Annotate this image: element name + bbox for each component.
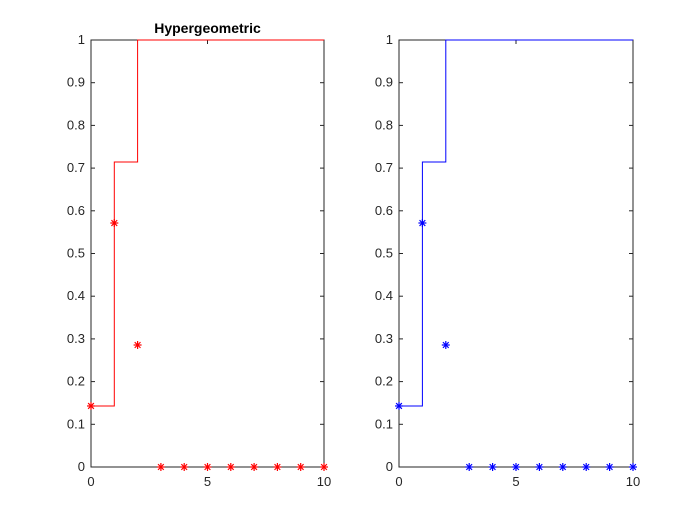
chart-title: Hypergeometric [154,20,261,36]
y-tick-label: 1 [78,32,85,47]
chart-panel-1: 00.10.20.30.40.50.60.70.80.910 5 10Hyperge… [67,20,331,489]
marker-stroke [274,463,281,471]
marker-stroke [559,463,567,471]
marker-stroke [465,463,473,471]
x-tick-label: 0 [395,474,402,489]
pmf-point-marker [226,463,235,471]
pmf-point-marker [582,463,591,471]
marker-stroke [442,341,450,349]
pmf-point-marker [418,219,427,228]
y-tick-label: 0.8 [375,117,393,132]
marker-stroke [536,463,543,471]
x-tick-label: 5 [204,474,211,489]
pmf-point-marker [296,463,305,471]
axes-box [398,39,634,468]
pmf-point-marker [605,463,614,471]
pmf-point-marker [133,341,142,350]
y-tick-label: 0.9 [67,75,85,90]
x-tick-label: 0 [87,474,94,489]
pmf-point-marker [465,463,474,471]
y-tick-label: 0.4 [67,288,85,303]
cdf-stairs-line [91,39,324,407]
x-tick-label: 5 [512,474,519,489]
y-tick-label: 0.3 [67,331,85,346]
pmf-point-marker [488,463,497,471]
pmf-point-marker [250,463,259,471]
y-tick-label: 0.1 [375,416,393,431]
pmf-point-marker [320,463,328,471]
pmf-point-marker [87,401,95,410]
y-tick-label: 0 [78,459,85,474]
y-tick-label: 0.2 [67,374,85,389]
y-tick-label: 0.9 [375,75,393,90]
marker-stroke [87,402,95,410]
marker-stroke [204,463,211,471]
y-tick-label: 0.7 [375,160,393,175]
marker-stroke [512,463,520,471]
chart-panel-2: 00.10.20.30.40.50.60.70.80.910 5 10 [375,32,640,489]
marker-stroke [227,463,235,471]
marker-stroke [606,463,613,471]
x-tick-label: 10 [317,474,331,489]
pmf-point-marker [558,463,567,471]
pmf-point-marker [110,219,119,228]
marker-stroke [320,463,328,471]
y-tick-label: 0.4 [375,288,393,303]
y-tick-label: 1 [386,32,393,47]
pmf-point-marker [180,463,189,471]
marker-stroke [157,463,165,471]
axes-box [90,39,325,468]
y-tick-label: 0.2 [375,374,393,389]
pmf-point-marker [395,401,403,410]
pmf-point-marker [156,463,165,471]
pmf-point-marker [273,463,282,471]
marker-stroke [629,463,637,471]
y-tick-label: 0.1 [67,416,85,431]
y-tick-label: 0.8 [67,117,85,132]
y-tick-label: 0.5 [375,246,393,261]
y-tick-label: 0.3 [375,331,393,346]
cdf-stairs-line [399,39,633,407]
y-tick-label: 0.6 [67,203,85,218]
y-tick-label: 0.5 [67,246,85,261]
marker-stroke [134,341,141,349]
marker-stroke [180,463,188,471]
marker-stroke [110,219,118,227]
marker-stroke [250,463,258,471]
marker-stroke [297,463,305,471]
marker-stroke [419,219,426,227]
y-tick-label: 0 [386,459,393,474]
marker-stroke [582,463,590,471]
pmf-point-marker [629,463,637,471]
pmf-point-marker [512,463,520,471]
marker-stroke [489,463,496,471]
x-tick-label: 10 [626,474,640,489]
pmf-point-marker [535,463,544,471]
y-tick-label: 0.6 [375,203,393,218]
pmf-point-marker [441,341,450,350]
pmf-point-marker [203,463,212,471]
marker-stroke [395,402,403,410]
y-tick-label: 0.7 [67,160,85,175]
